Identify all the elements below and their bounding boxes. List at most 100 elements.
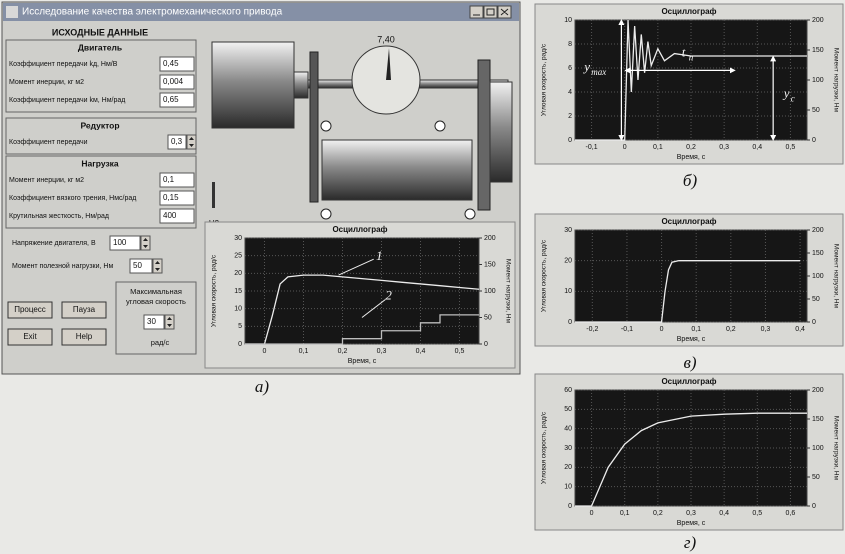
button-label: Пауза	[73, 305, 96, 314]
y2-tick-label: 200	[812, 227, 824, 234]
y-tick-label: 10	[564, 484, 572, 491]
button-label: Help	[76, 332, 93, 341]
figure-label: г)	[684, 533, 697, 552]
x-axis-label: Время, с	[677, 154, 706, 161]
field-label: Момент полезной нагрузки, Нм	[12, 262, 113, 270]
y-tick-label: 0	[238, 341, 242, 348]
y2-tick-label: 150	[812, 250, 824, 257]
input-value: 100	[113, 238, 127, 247]
x-tick-label: 0,3	[761, 326, 771, 333]
x-tick-label: -0,1	[621, 326, 633, 333]
group-title: Нагрузка	[81, 158, 119, 168]
y-tick-label: 15	[234, 288, 242, 295]
y-tick-label: 60	[564, 387, 572, 394]
x-tick-label: 0,1	[620, 510, 630, 517]
y2-tick-label: 100	[812, 77, 824, 84]
y-tick-label: 5	[238, 323, 242, 330]
x-tick-label: 0	[623, 144, 627, 151]
y-tick-label: 10	[234, 306, 242, 313]
y-tick-label: 4	[568, 89, 572, 96]
y-tick-label: 25	[234, 253, 242, 260]
y-tick-label: 0	[568, 137, 572, 144]
load	[490, 82, 512, 182]
voltage-indicator	[212, 182, 215, 208]
figure-label: б)	[683, 171, 698, 190]
y2-tick-label: 0	[484, 341, 488, 348]
bearing	[465, 209, 475, 219]
y-tick-label: 40	[564, 426, 572, 433]
y2-tick-label: 0	[812, 319, 816, 326]
plot-area	[575, 230, 807, 322]
y-axis-label: Угловая скорость, рад/с	[541, 43, 548, 116]
y-axis-label: Угловая скорость, рад/с	[541, 239, 548, 312]
x-tick-label: 0,1	[691, 326, 701, 333]
y2-tick-label: 50	[812, 107, 820, 114]
x-tick-label: 0,2	[338, 348, 348, 355]
y2-tick-label: 50	[484, 314, 492, 321]
input-value: 0,004	[163, 77, 184, 86]
maximize-button[interactable]	[484, 6, 497, 18]
input-value: 400	[163, 211, 177, 220]
field-label: Крутильная жесткость, Нм/рад	[9, 213, 109, 220]
motor	[212, 42, 294, 128]
y2-tick-label: 150	[812, 47, 824, 54]
annotation-subscript: c	[791, 93, 795, 103]
y-tick-label: 30	[564, 445, 572, 452]
field-label: Коэффициент вязкого трения, Нмс/рад	[9, 195, 136, 202]
y2-tick-label: 150	[812, 416, 824, 423]
x-tick-label: 0	[590, 510, 594, 517]
y-tick-label: 10	[564, 288, 572, 295]
x-tick-label: 0,2	[653, 510, 663, 517]
figure-label: а)	[255, 377, 270, 396]
y2-tick-label: 150	[484, 261, 496, 268]
y-tick-label: 0	[568, 319, 572, 326]
x-tick-label: 0,5	[786, 144, 796, 151]
y-tick-label: 8	[568, 41, 572, 48]
x-tick-label: -0,2	[586, 326, 598, 333]
field-label: Момент инерции, кг м2	[9, 177, 84, 184]
x-tick-label: 0,5	[455, 348, 465, 355]
input-value: 0,45	[163, 59, 179, 68]
scope-title: Осциллограф	[661, 377, 716, 386]
page: {"window":{"title":"Исследование качеств…	[0, 0, 845, 554]
bearing	[435, 121, 445, 131]
reducer-shaft	[322, 140, 472, 200]
x-tick-label: 0,3	[719, 144, 729, 151]
x-tick-label: 0,1	[299, 348, 309, 355]
x-tick-label: 0,6	[786, 510, 796, 517]
y-tick-label: 10	[564, 17, 572, 24]
y-tick-label: 30	[234, 235, 242, 242]
y2-tick-label: 200	[812, 17, 824, 24]
y2-tick-label: 50	[812, 474, 820, 481]
y-tick-label: 20	[234, 270, 242, 277]
x-tick-label: 0,3	[686, 510, 696, 517]
form-header: ИСХОДНЫЕ ДАННЫЕ	[52, 27, 148, 37]
input-value: 0,15	[163, 193, 179, 202]
input-value: 30	[147, 317, 156, 326]
bearing	[321, 209, 331, 219]
x-tick-label: 0	[660, 326, 664, 333]
field-label: Коэффициент передачи	[9, 139, 88, 146]
scope-title: Осциллограф	[661, 7, 716, 16]
scope-title: Осциллограф	[661, 217, 716, 226]
y-tick-label: 0	[568, 503, 572, 510]
input-value: 0,1	[163, 175, 175, 184]
annotation-subscript: п	[689, 53, 694, 63]
y-tick-label: 50	[564, 406, 572, 413]
button-label: Процесс	[14, 305, 46, 314]
minimize-button[interactable]	[470, 6, 483, 18]
annotation: y	[782, 85, 790, 100]
y2-tick-label: 100	[812, 273, 824, 280]
y2-tick-label: 0	[812, 137, 816, 144]
y-tick-label: 30	[564, 227, 572, 234]
button-label: Exit	[23, 332, 37, 341]
y2-tick-label: 100	[484, 288, 496, 295]
y2-tick-label: 200	[484, 235, 496, 242]
annotation: y	[582, 59, 590, 74]
y2-tick-label: 100	[812, 445, 824, 452]
x-axis-label: Время, с	[677, 336, 706, 343]
figure: Исследование качества электромеханическо…	[0, 0, 845, 554]
annotation-subscript: max	[591, 67, 606, 77]
annotation: t	[682, 45, 686, 60]
x-tick-label: 0,5	[752, 510, 762, 517]
